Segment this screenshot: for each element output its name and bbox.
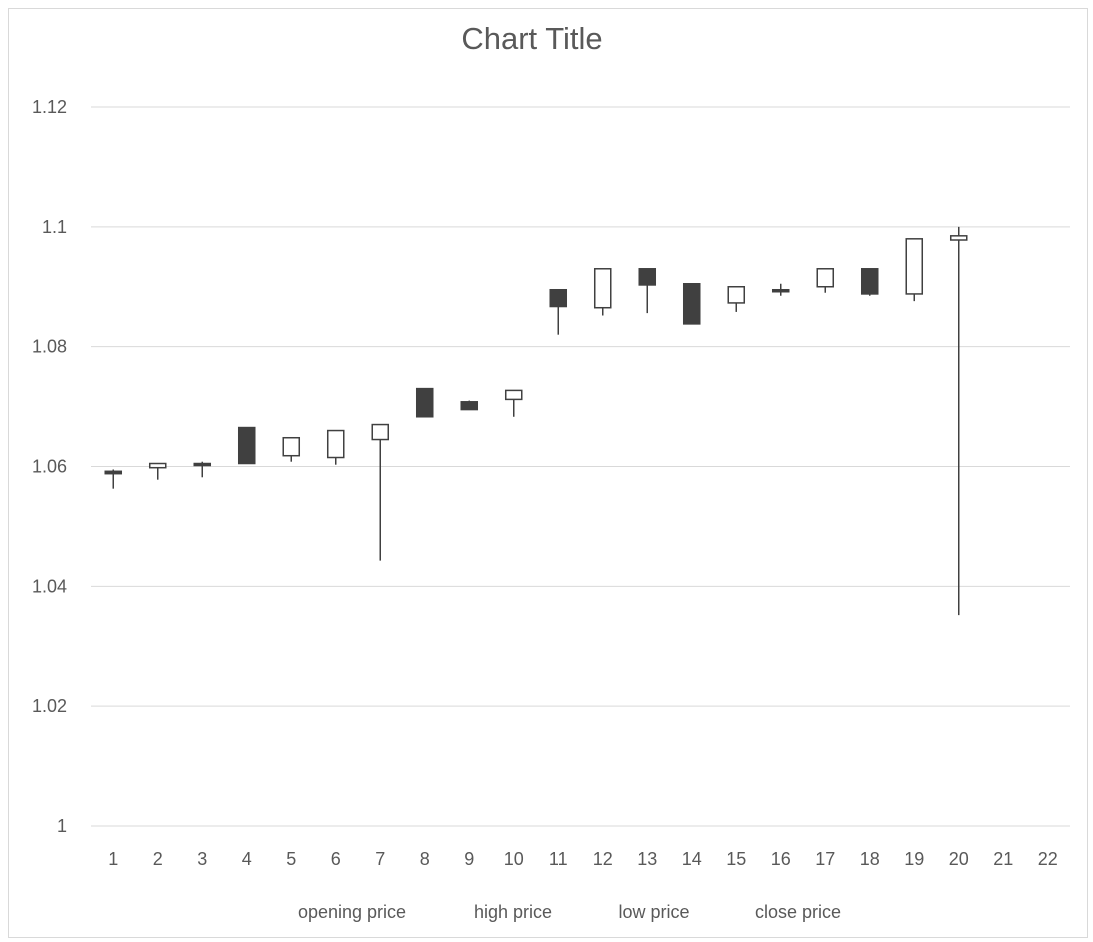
candle-body [237,426,256,465]
legend-entry: opening price [298,902,406,922]
y-tick-label: 1.08 [32,337,67,357]
y-tick-label: 1.02 [32,696,67,716]
y-tick-label: 1.12 [32,97,67,117]
x-tick-label: 7 [375,849,385,869]
x-tick-label: 15 [726,849,746,869]
candle-body [593,268,612,309]
x-tick-label: 22 [1038,849,1058,869]
candle-body [326,429,345,459]
legend: opening price high price low price close pr… [298,902,841,922]
x-tick-label: 1 [108,849,118,869]
gridlines [91,106,1070,827]
x-tick-label: 18 [860,849,880,869]
candle-body [905,238,924,295]
x-tick-label: 4 [242,849,252,869]
x-tick-label: 21 [993,849,1013,869]
x-tick-label: 3 [197,849,207,869]
candle-body [282,436,301,457]
candle-body [727,286,746,304]
x-axis-labels: 1 2 3 4 5 6 7 8 9 10 11 12 13 14 15 16 17 18 19 20 21 22 [108,849,1058,869]
legend-entry: low price [618,902,689,922]
candle-body [549,288,568,308]
candle-body [682,283,701,325]
x-tick-label: 10 [504,849,524,869]
candle-body [504,389,523,401]
candle-body [193,462,212,467]
x-tick-label: 19 [904,849,924,869]
legend-entry: close price [755,902,841,922]
x-tick-label: 13 [637,849,657,869]
candles [104,226,968,616]
candle-body [104,470,123,475]
x-tick-label: 17 [815,849,835,869]
candle-body [460,401,479,411]
candle-body [148,462,167,469]
x-tick-label: 20 [949,849,969,869]
y-axis-labels: 1 1.02 1.04 1.06 1.08 1.1 1.12 [32,97,67,836]
x-tick-label: 5 [286,849,296,869]
candle-body [371,423,390,441]
candle-body [771,288,790,293]
x-tick-label: 11 [549,849,568,869]
x-tick-label: 16 [771,849,791,869]
y-tick-label: 1.1 [42,217,67,237]
y-tick-label: 1.06 [32,457,67,477]
candle-body [638,268,657,286]
x-tick-label: 9 [464,849,474,869]
candle-body [816,268,835,288]
y-tick-label: 1.04 [32,576,67,596]
x-tick-label: 8 [420,849,430,869]
x-tick-label: 2 [153,849,163,869]
chart-title: Chart Title [461,21,602,56]
candle-body [949,235,968,241]
x-tick-label: 6 [331,849,341,869]
candle-body [860,268,879,295]
x-tick-label: 12 [593,849,613,869]
y-tick-label: 1 [57,816,67,836]
legend-entry: high price [474,902,552,922]
candle-body [415,387,434,418]
x-tick-label: 14 [682,849,702,869]
